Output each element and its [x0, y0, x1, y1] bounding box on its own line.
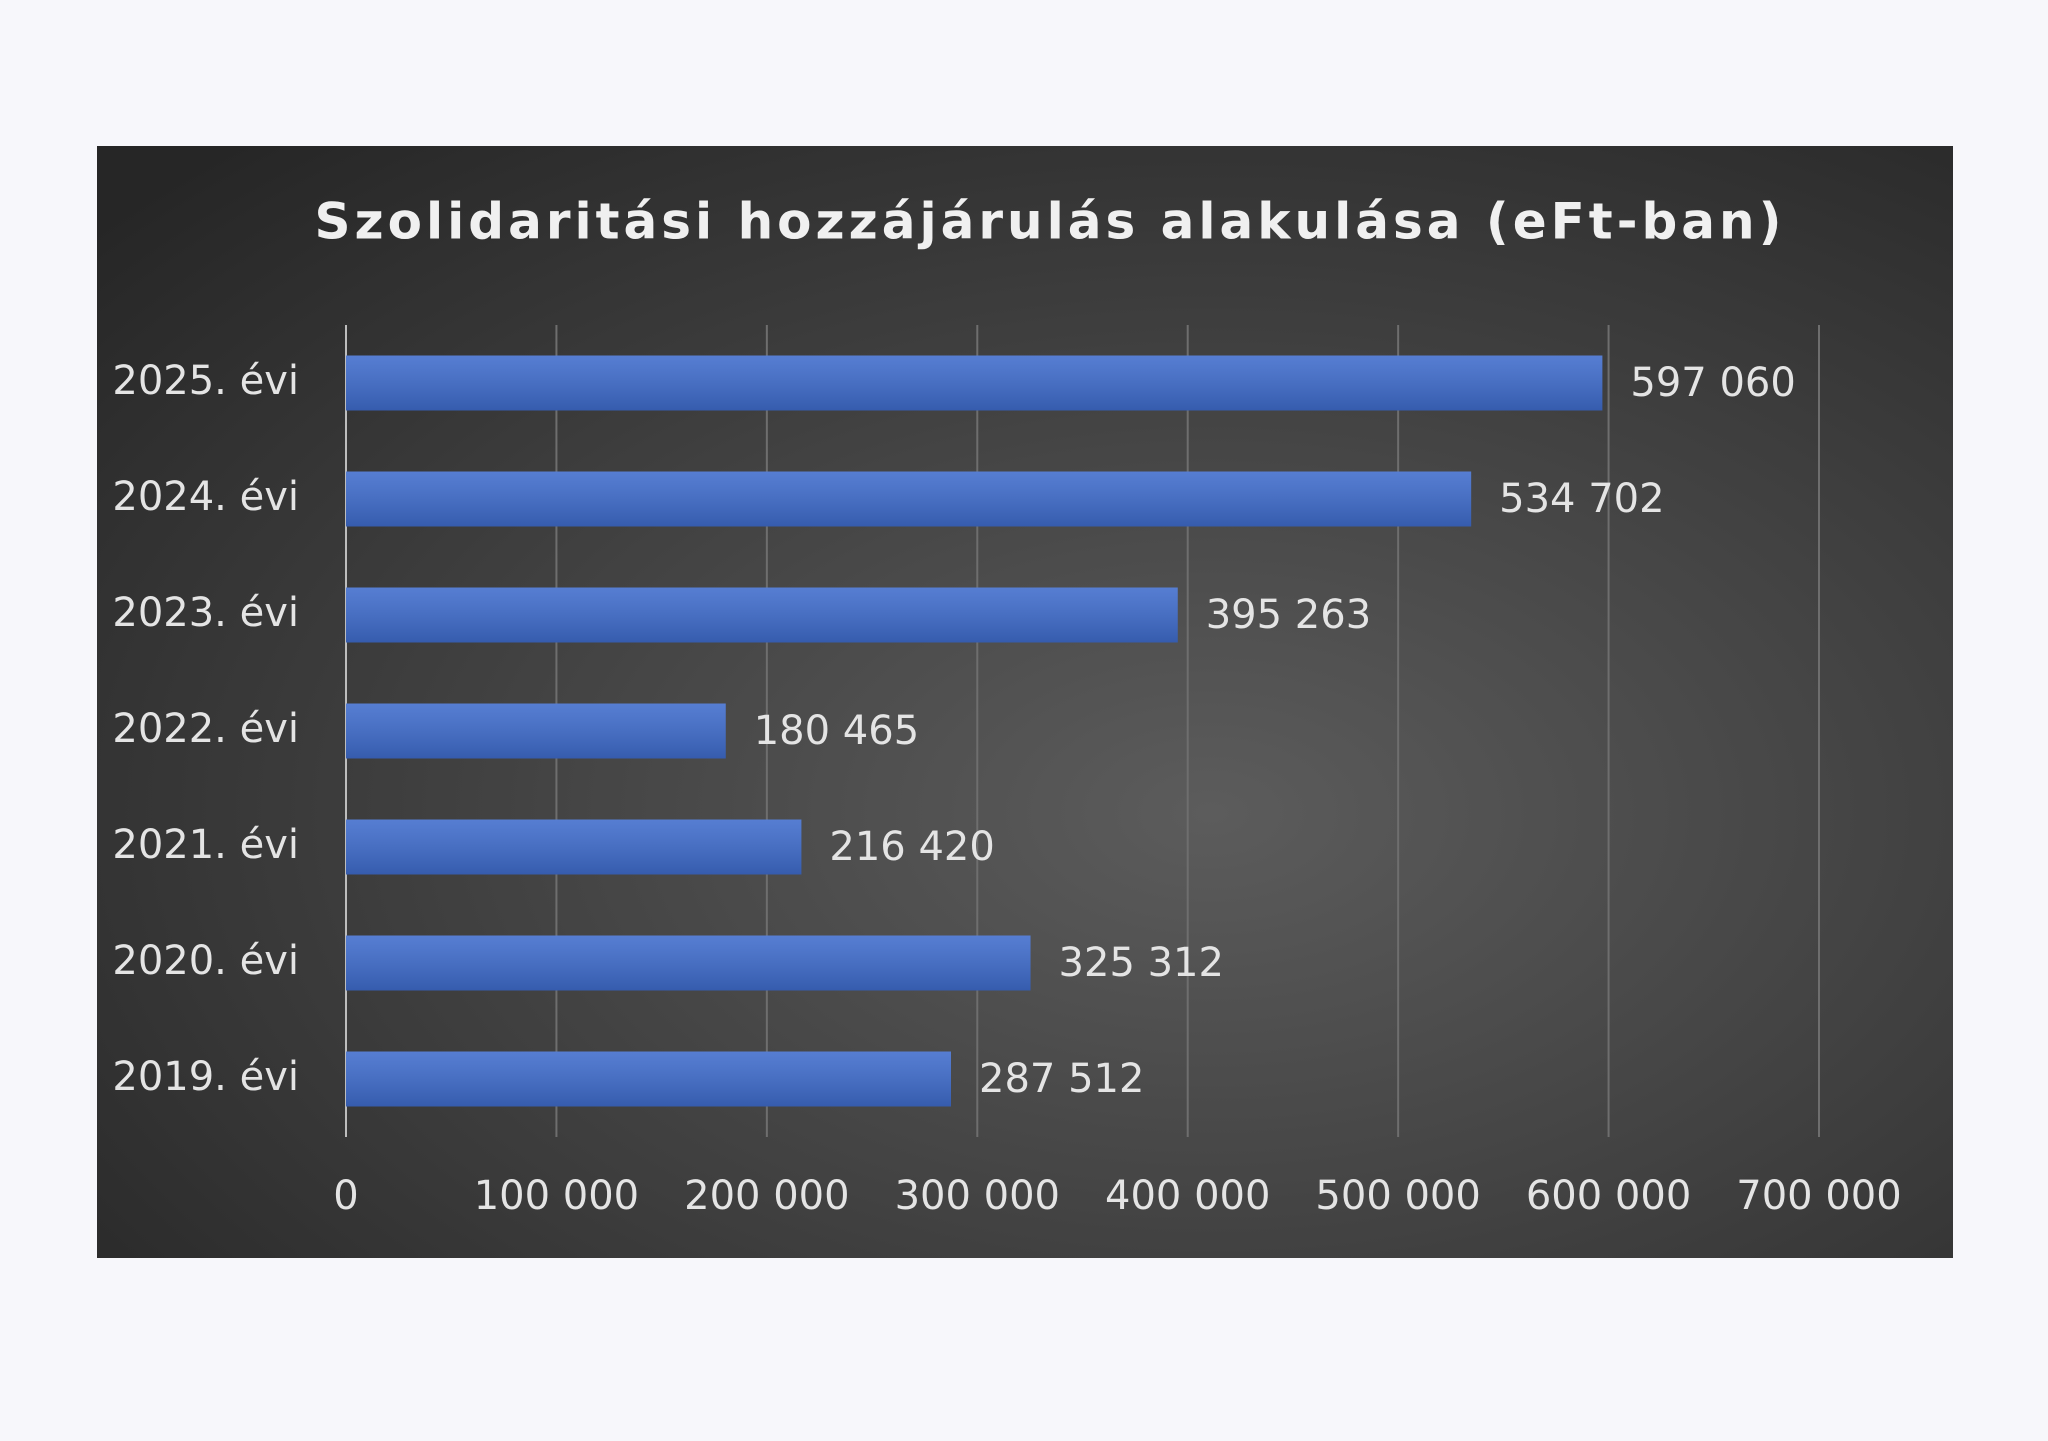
data-label: 325 312	[1059, 940, 1224, 986]
x-tick-label: 200 000	[684, 1173, 849, 1219]
x-tick-label: 0	[333, 1173, 358, 1219]
x-tick-label: 700 000	[1736, 1173, 1901, 1219]
chart-title: Szolidaritási hozzájárulás alakulása (eF…	[315, 193, 1786, 251]
y-tick-label: 2021. évi	[112, 822, 299, 868]
bar-shade	[346, 1051, 952, 1107]
y-tick-label: 2024. évi	[112, 474, 299, 520]
data-label: 287 512	[979, 1056, 1144, 1102]
x-tick-label: 100 000	[474, 1173, 639, 1219]
y-tick-label: 2022. évi	[112, 706, 299, 752]
bar-shade	[346, 703, 726, 759]
x-tick-label: 500 000	[1315, 1173, 1480, 1219]
bar-shade	[346, 935, 1031, 991]
data-label: 597 060	[1630, 360, 1795, 406]
bar-shade	[346, 587, 1178, 643]
y-tick-label: 2019. évi	[112, 1054, 299, 1100]
x-tick-label: 600 000	[1526, 1173, 1691, 1219]
y-tick-label: 2023. évi	[112, 590, 299, 636]
x-tick-label: 400 000	[1105, 1173, 1270, 1219]
bar-shade	[346, 819, 802, 875]
data-label: 395 263	[1206, 592, 1371, 638]
bar-shade	[346, 355, 1603, 411]
data-label: 180 465	[754, 708, 919, 754]
x-tick-label: 300 000	[895, 1173, 1060, 1219]
data-label: 534 702	[1499, 476, 1664, 522]
bar-shade	[346, 471, 1472, 527]
y-tick-label: 2025. évi	[112, 358, 299, 404]
data-label: 216 420	[829, 824, 994, 870]
y-tick-label: 2020. évi	[112, 938, 299, 984]
